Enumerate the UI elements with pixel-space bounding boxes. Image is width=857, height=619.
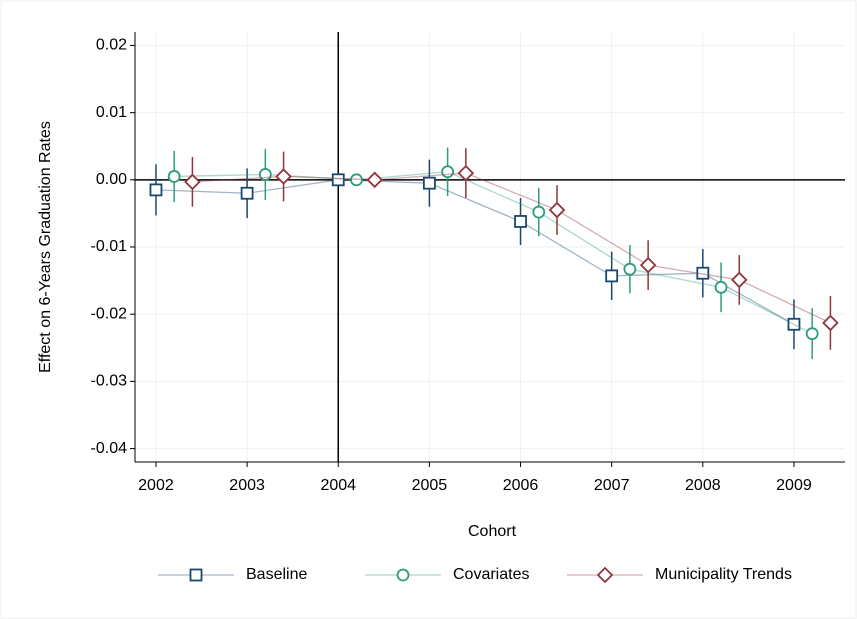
data-point [240, 186, 254, 200]
data-point [605, 269, 619, 283]
data-point [639, 256, 657, 274]
legend-marker [189, 568, 203, 582]
data-point [441, 165, 455, 179]
x-tick-label: 2009 [776, 477, 812, 494]
legend-label: Municipality Trends [655, 566, 792, 583]
data-point [696, 266, 710, 280]
x-tick-label: 2003 [229, 477, 265, 494]
x-tick-label: 2002 [138, 477, 174, 494]
x-tick-label: 2006 [503, 477, 539, 494]
y-axis-title: Effect on 6-Years Graduation Rates [37, 121, 54, 373]
y-tick-label: -0.01 [91, 238, 128, 255]
legend-marker [396, 568, 410, 582]
data-point [275, 168, 292, 185]
data-point [184, 173, 201, 191]
data-point [514, 215, 527, 228]
data-point [350, 173, 363, 187]
data-point [331, 173, 345, 187]
y-tick-label: 0.01 [96, 104, 127, 121]
y-tick-label: -0.03 [91, 373, 128, 390]
data-point [258, 168, 272, 181]
x-tick-label: 2004 [320, 477, 356, 494]
y-tick-label: -0.04 [91, 440, 128, 457]
x-axis-title: Cohort [468, 523, 517, 540]
data-point [787, 317, 801, 331]
data-point [623, 262, 637, 276]
data-point [714, 280, 728, 294]
y-tick-label: 0.02 [96, 37, 127, 54]
data-point [366, 171, 383, 189]
data-point [532, 205, 546, 219]
y-tick-label: -0.02 [91, 305, 128, 322]
legend-label: Covariates [453, 566, 529, 583]
y-tick-label: 0.00 [96, 171, 127, 188]
data-point [457, 164, 475, 182]
series-line [155, 179, 795, 325]
data-point [822, 314, 839, 332]
x-tick-label: 2005 [412, 477, 448, 494]
data-point [167, 170, 181, 183]
legend-label: Baseline [246, 566, 307, 583]
x-tick-label: 2008 [685, 477, 721, 494]
x-tick-label: 2007 [594, 477, 630, 494]
data-point [149, 183, 163, 197]
series-line [192, 172, 831, 324]
data-point [805, 327, 819, 341]
data-point [731, 271, 748, 289]
data-point [422, 176, 436, 190]
data-point [548, 201, 566, 219]
legend-marker [596, 566, 614, 584]
